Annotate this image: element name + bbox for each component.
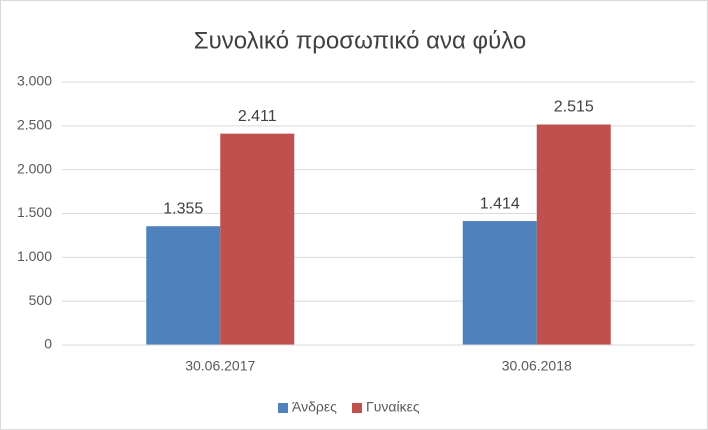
legend-label: Γυναίκες [366, 399, 420, 415]
y-tick-label: 3.000 [17, 73, 52, 89]
x-tick-label: 30.06.2017 [185, 358, 255, 374]
bar [536, 124, 611, 345]
value-label: 1.355 [163, 200, 203, 217]
y-tick-label: 1.500 [17, 204, 52, 220]
value-label: 1.414 [480, 195, 520, 212]
y-tick-label: 0 [44, 336, 52, 352]
legend-swatch [352, 403, 362, 413]
y-tick-label: 500 [29, 292, 53, 308]
y-tick-label: 2.000 [17, 160, 52, 176]
legend-label: Άνδρες [292, 399, 337, 415]
value-label: 2.515 [554, 99, 594, 116]
value-label: 2.411 [238, 108, 277, 125]
y-tick-label: 2.500 [17, 117, 52, 133]
x-tick-label: 30.06.2018 [502, 358, 572, 374]
y-tick-label: 1.000 [17, 248, 52, 264]
chart-title: Συνολικό προσωπικό ανα φύλο [194, 27, 526, 54]
bar [220, 133, 295, 345]
bar [146, 226, 221, 345]
bar [462, 221, 537, 345]
legend-swatch [278, 403, 288, 413]
